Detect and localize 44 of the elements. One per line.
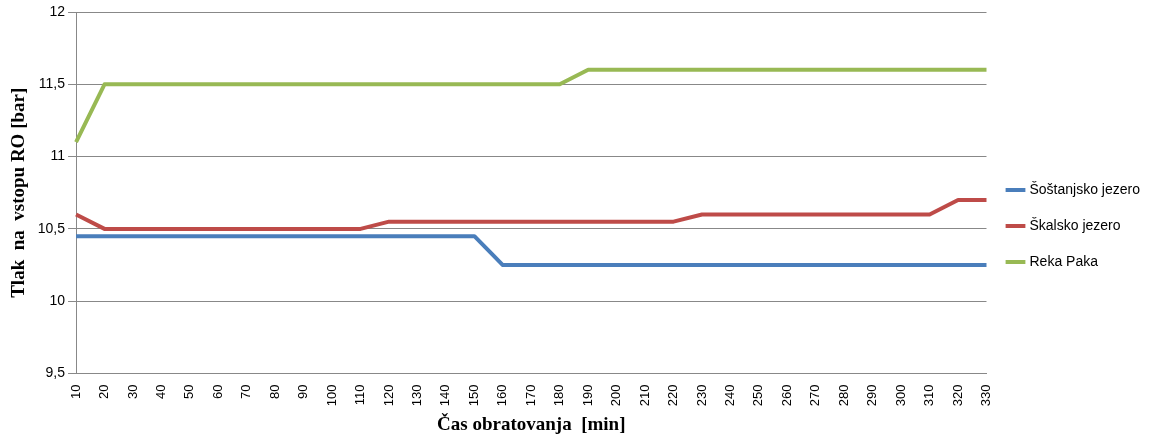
y-axis-title: Tlak na vstopu RO [bar] — [7, 87, 29, 298]
x-tick-label: 310 — [921, 384, 937, 407]
x-tick-label: 30 — [124, 384, 140, 399]
x-tick-label: 180 — [551, 384, 567, 407]
x-tick-label: 270 — [807, 384, 823, 407]
y-tick-label: 11,5 — [38, 75, 66, 92]
x-tick-label: 160 — [494, 384, 510, 407]
y-tick-label: 9,5 — [45, 364, 66, 381]
x-tick-label: 230 — [693, 384, 709, 407]
x-tick-label: 120 — [380, 384, 396, 407]
x-tick-label: 280 — [835, 384, 851, 407]
x-tick-label: 320 — [949, 384, 965, 407]
x-tick-label: 240 — [722, 384, 738, 407]
y-tick-label: 10 — [49, 292, 66, 309]
x-tick-label: 100 — [323, 384, 339, 407]
x-tick-label: 80 — [266, 384, 282, 399]
x-tick-label: 250 — [750, 384, 766, 407]
x-tick-label: 60 — [209, 384, 225, 399]
legend-label: Škalsko jezero — [1029, 216, 1121, 233]
x-tick-label: 10 — [67, 384, 83, 399]
x-tick-label: 260 — [778, 384, 794, 407]
x-tick-label: 140 — [437, 384, 453, 407]
x-tick-label: 50 — [181, 384, 197, 399]
x-tick-label: 290 — [864, 384, 880, 407]
x-tick-label: 200 — [608, 384, 624, 407]
x-tick-label: 150 — [465, 384, 481, 407]
x-axis-title: Čas obratovanja [min] — [437, 412, 626, 434]
x-tick-label: 170 — [522, 384, 538, 407]
x-tick-label: 330 — [978, 384, 994, 407]
x-tick-label: 300 — [892, 384, 908, 407]
legend-label: Šoštanjsko jezero — [1029, 180, 1141, 197]
x-tick-label: 110 — [352, 384, 368, 406]
y-tick-label: 12 — [49, 2, 66, 19]
y-tick-label: 10,5 — [37, 219, 66, 236]
x-tick-label: 190 — [579, 384, 595, 407]
x-tick-label: 20 — [96, 384, 112, 399]
legend-label: Reka Paka — [1029, 252, 1099, 269]
x-tick-label: 70 — [238, 384, 254, 399]
x-tick-label: 40 — [152, 384, 168, 399]
x-tick-label: 220 — [665, 384, 681, 407]
x-tick-label: 210 — [636, 384, 652, 407]
x-tick-label: 90 — [295, 384, 311, 399]
x-tick-label: 130 — [409, 384, 425, 407]
y-tick-label: 11 — [50, 147, 66, 164]
